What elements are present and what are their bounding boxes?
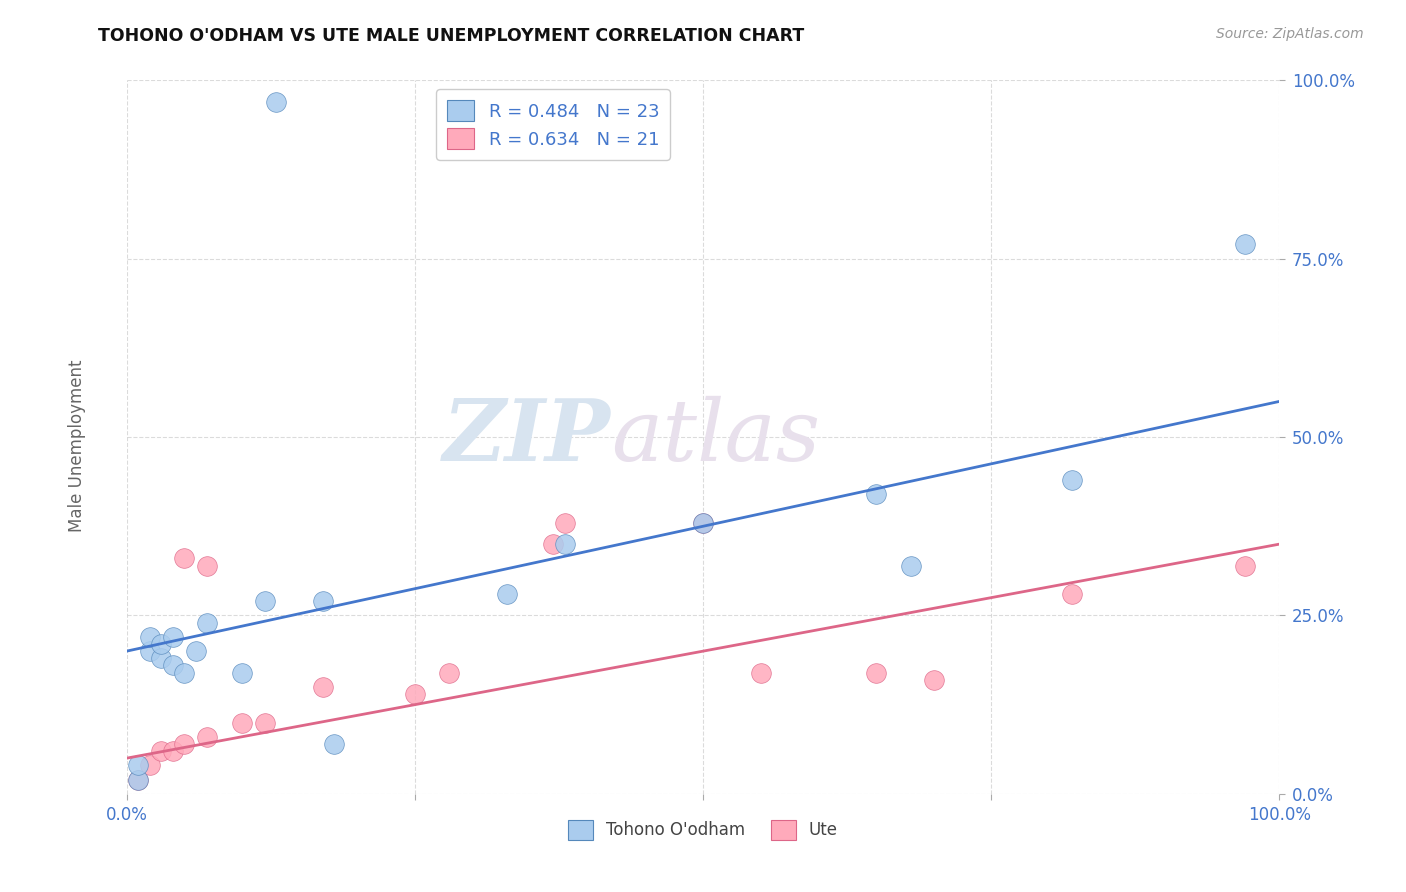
- Point: [150, 637, 173, 651]
- Point: [922, 673, 945, 687]
- Point: [195, 730, 218, 744]
- Text: TOHONO O'ODHAM VS UTE MALE UNEMPLOYMENT CORRELATION CHART: TOHONO O'ODHAM VS UTE MALE UNEMPLOYMENT …: [98, 27, 804, 45]
- Point: [150, 744, 173, 758]
- Point: [1060, 587, 1083, 601]
- Point: [311, 594, 333, 608]
- Point: [184, 644, 207, 658]
- Point: [692, 516, 714, 530]
- Point: [138, 630, 160, 644]
- Point: [127, 772, 149, 787]
- Point: [162, 658, 184, 673]
- Text: Male Unemployment: Male Unemployment: [69, 359, 86, 533]
- Point: [138, 644, 160, 658]
- Point: [1233, 558, 1256, 573]
- Point: [150, 651, 173, 665]
- Point: [138, 758, 160, 772]
- Point: [173, 551, 195, 566]
- Point: [541, 537, 564, 551]
- Point: [496, 587, 519, 601]
- Point: [404, 687, 426, 701]
- Point: [231, 715, 253, 730]
- Point: [127, 772, 149, 787]
- Point: [1060, 473, 1083, 487]
- Point: [195, 558, 218, 573]
- Point: [162, 744, 184, 758]
- Point: [900, 558, 922, 573]
- Point: [439, 665, 461, 680]
- Point: [1233, 237, 1256, 252]
- Text: Source: ZipAtlas.com: Source: ZipAtlas.com: [1216, 27, 1364, 41]
- Point: [253, 715, 276, 730]
- Text: ZIP: ZIP: [443, 395, 610, 479]
- Point: [266, 95, 288, 109]
- Point: [554, 516, 576, 530]
- Point: [173, 665, 195, 680]
- Point: [865, 665, 887, 680]
- Point: [173, 737, 195, 751]
- Point: [231, 665, 253, 680]
- Point: [554, 537, 576, 551]
- Point: [692, 516, 714, 530]
- Point: [162, 630, 184, 644]
- Point: [311, 680, 333, 694]
- Text: atlas: atlas: [610, 396, 820, 478]
- Point: [323, 737, 346, 751]
- Point: [127, 758, 149, 772]
- Legend: Tohono O'odham, Ute: Tohono O'odham, Ute: [561, 814, 845, 847]
- Point: [253, 594, 276, 608]
- Point: [865, 487, 887, 501]
- Point: [749, 665, 772, 680]
- Point: [195, 615, 218, 630]
